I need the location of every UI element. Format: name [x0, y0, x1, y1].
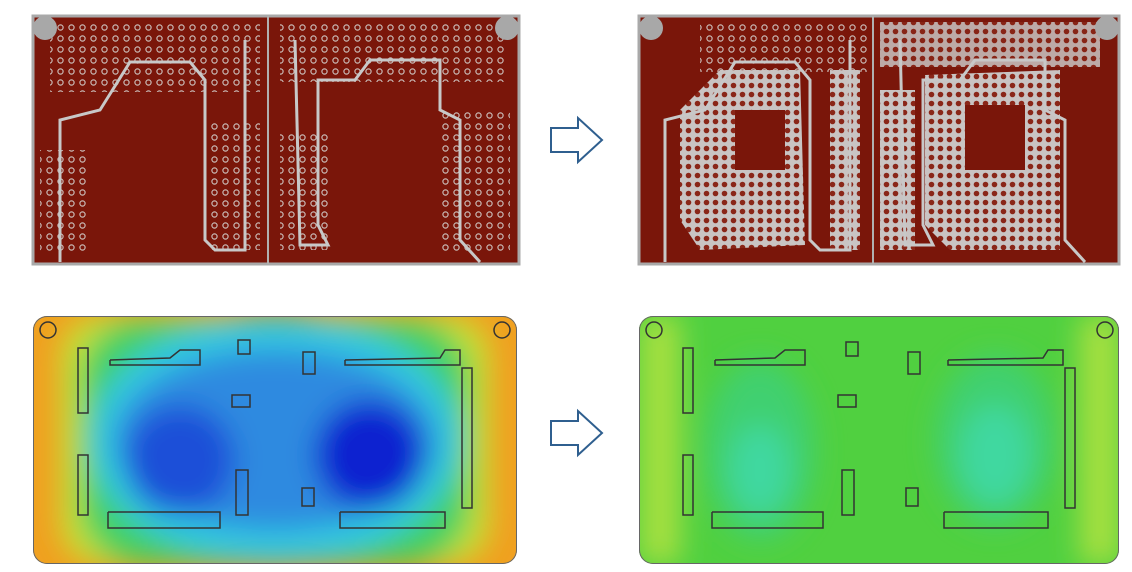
trace-outline [663, 40, 852, 262]
copper-island [735, 110, 785, 170]
corner-hole [495, 16, 519, 40]
corner-hole [1095, 16, 1119, 40]
component-outlines [39, 321, 511, 529]
trace-outline [58, 40, 247, 262]
via-field [50, 22, 260, 92]
mesh-fill [830, 70, 860, 250]
thermal-before [33, 316, 517, 564]
corner-hole [33, 16, 57, 40]
pcb-after [637, 14, 1121, 266]
arrow [550, 115, 604, 165]
corner-hole [639, 16, 663, 40]
via-field [440, 110, 510, 255]
thermal-after [639, 316, 1119, 564]
via-field [700, 22, 870, 72]
mesh-fill [880, 90, 915, 250]
component-outlines [645, 321, 1114, 529]
copper-island [965, 105, 1025, 170]
via-field [40, 150, 90, 255]
arrow [550, 408, 604, 458]
trace-outline [293, 39, 482, 264]
trace-outline [898, 39, 1087, 264]
pcb-before [31, 14, 521, 266]
via-field [210, 120, 260, 250]
via-field [280, 22, 505, 82]
